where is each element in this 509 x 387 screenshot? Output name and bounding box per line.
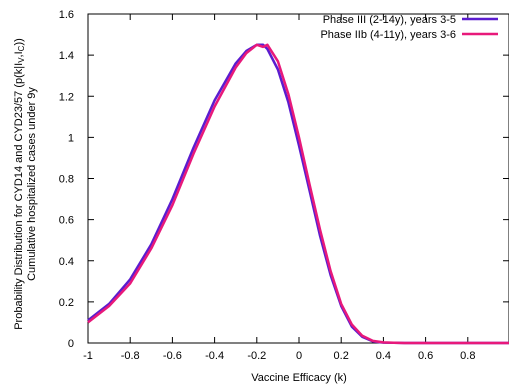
plot-frame [87, 13, 509, 344]
series-line-phase-iib [87, 43, 509, 345]
y-tick-label: 1.4 [59, 50, 74, 62]
x-tick-label: -1 [83, 350, 93, 362]
y-tick-label: 0.2 [59, 297, 74, 309]
x-tick-label: 0 [296, 350, 302, 362]
x-tick-label: -0.6 [163, 350, 182, 362]
x-axis-label: Vaccine Efficacy (k) [251, 372, 347, 384]
plot-area-border [87, 13, 509, 344]
x-tick-label: 0.2 [334, 350, 349, 362]
series-line-phase-iii [87, 43, 509, 345]
y-tick-label: 1.2 [59, 91, 74, 103]
legend: Phase III (2-14y), years 3-5 Phase IIb (… [320, 14, 498, 41]
x-tick-label: -0.8 [121, 350, 140, 362]
y-tick-label: 0.4 [59, 256, 74, 268]
y-tick-label: 0.6 [59, 215, 74, 227]
y-tick-label: 0 [68, 338, 74, 350]
x-tick-label: 0.4 [376, 350, 391, 362]
x-tick-label: -0.2 [247, 350, 266, 362]
y-tick-label: 1.6 [59, 9, 74, 21]
x-tick-label: 0.8 [460, 350, 475, 362]
x-tick-label: -0.4 [205, 350, 224, 362]
y-axis-label-line-1: Probability Distribution for CYD14 and C… [13, 38, 26, 330]
y-axis-ticks: 0 0.2 0.4 0.6 0.8 1 1.2 1.4 1.6 [59, 9, 509, 350]
y-tick-label: 1 [68, 132, 74, 144]
legend-label-phase-iib: Phase IIb (4-11y), years 3-6 [320, 29, 456, 41]
legend-label-phase-iii: Phase III (2-14y), years 3-5 [323, 14, 456, 26]
series-lines [87, 43, 509, 345]
x-tick-label: 0.6 [418, 350, 433, 362]
y-tick-label: 0.8 [59, 174, 74, 186]
x-axis-ticks: -1 -0.8 -0.6 -0.4 -0.2 0 0.2 0.4 0.6 0.8 [83, 14, 475, 362]
y-axis-label-line-2: Cumulative hospitalized cases under 9y [26, 87, 38, 281]
y-axis-label: Probability Distribution for CYD14 and C… [13, 38, 38, 330]
